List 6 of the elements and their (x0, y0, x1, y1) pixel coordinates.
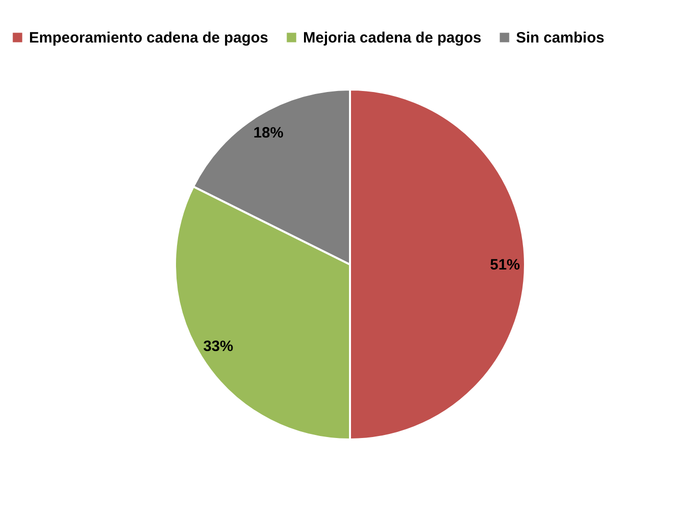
data-label: 33% (203, 338, 234, 356)
legend-label: Empeoramiento cadena de pagos (29, 30, 268, 47)
data-label: 51% (490, 256, 520, 274)
legend-label: Sin cambios (516, 30, 604, 47)
data-label: 18% (253, 124, 284, 142)
legend-label: Mejoria cadena de pagos (303, 30, 482, 47)
